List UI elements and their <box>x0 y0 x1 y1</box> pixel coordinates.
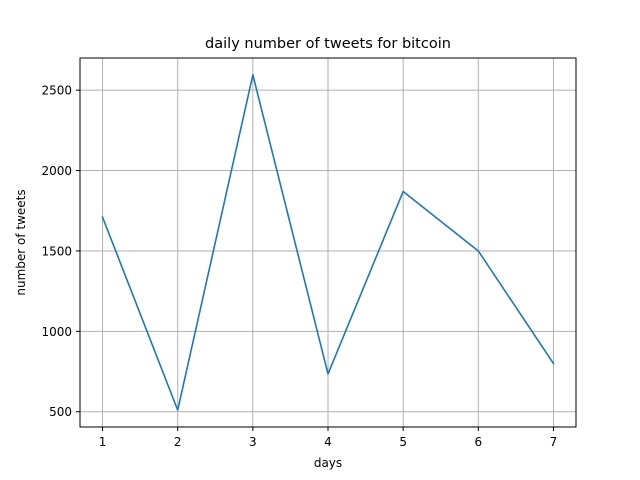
x-axis-label: days <box>314 456 342 470</box>
y-tick-label: 2500 <box>41 84 72 98</box>
x-tick-label: 6 <box>474 435 482 449</box>
x-tick-label: 3 <box>249 435 257 449</box>
y-axis-label: number of tweets <box>14 189 28 295</box>
y-axis-ticks: 500 1000 1500 2000 2500 <box>41 84 80 419</box>
y-tick-label: 500 <box>49 405 72 419</box>
grid-lines <box>80 58 576 427</box>
x-tick-label: 4 <box>324 435 332 449</box>
y-tick-label: 1000 <box>41 325 72 339</box>
x-tick-label: 5 <box>399 435 407 449</box>
y-tick-label: 1500 <box>41 244 72 258</box>
chart-title: daily number of tweets for bitcoin <box>205 36 451 52</box>
x-tick-label: 2 <box>174 435 182 449</box>
x-tick-label: 7 <box>550 435 558 449</box>
x-axis-ticks: 1 2 3 4 5 6 7 <box>99 427 558 449</box>
series-layer <box>101 74 555 411</box>
x-tick-label: 1 <box>99 435 107 449</box>
y-tick-label: 2000 <box>41 164 72 178</box>
